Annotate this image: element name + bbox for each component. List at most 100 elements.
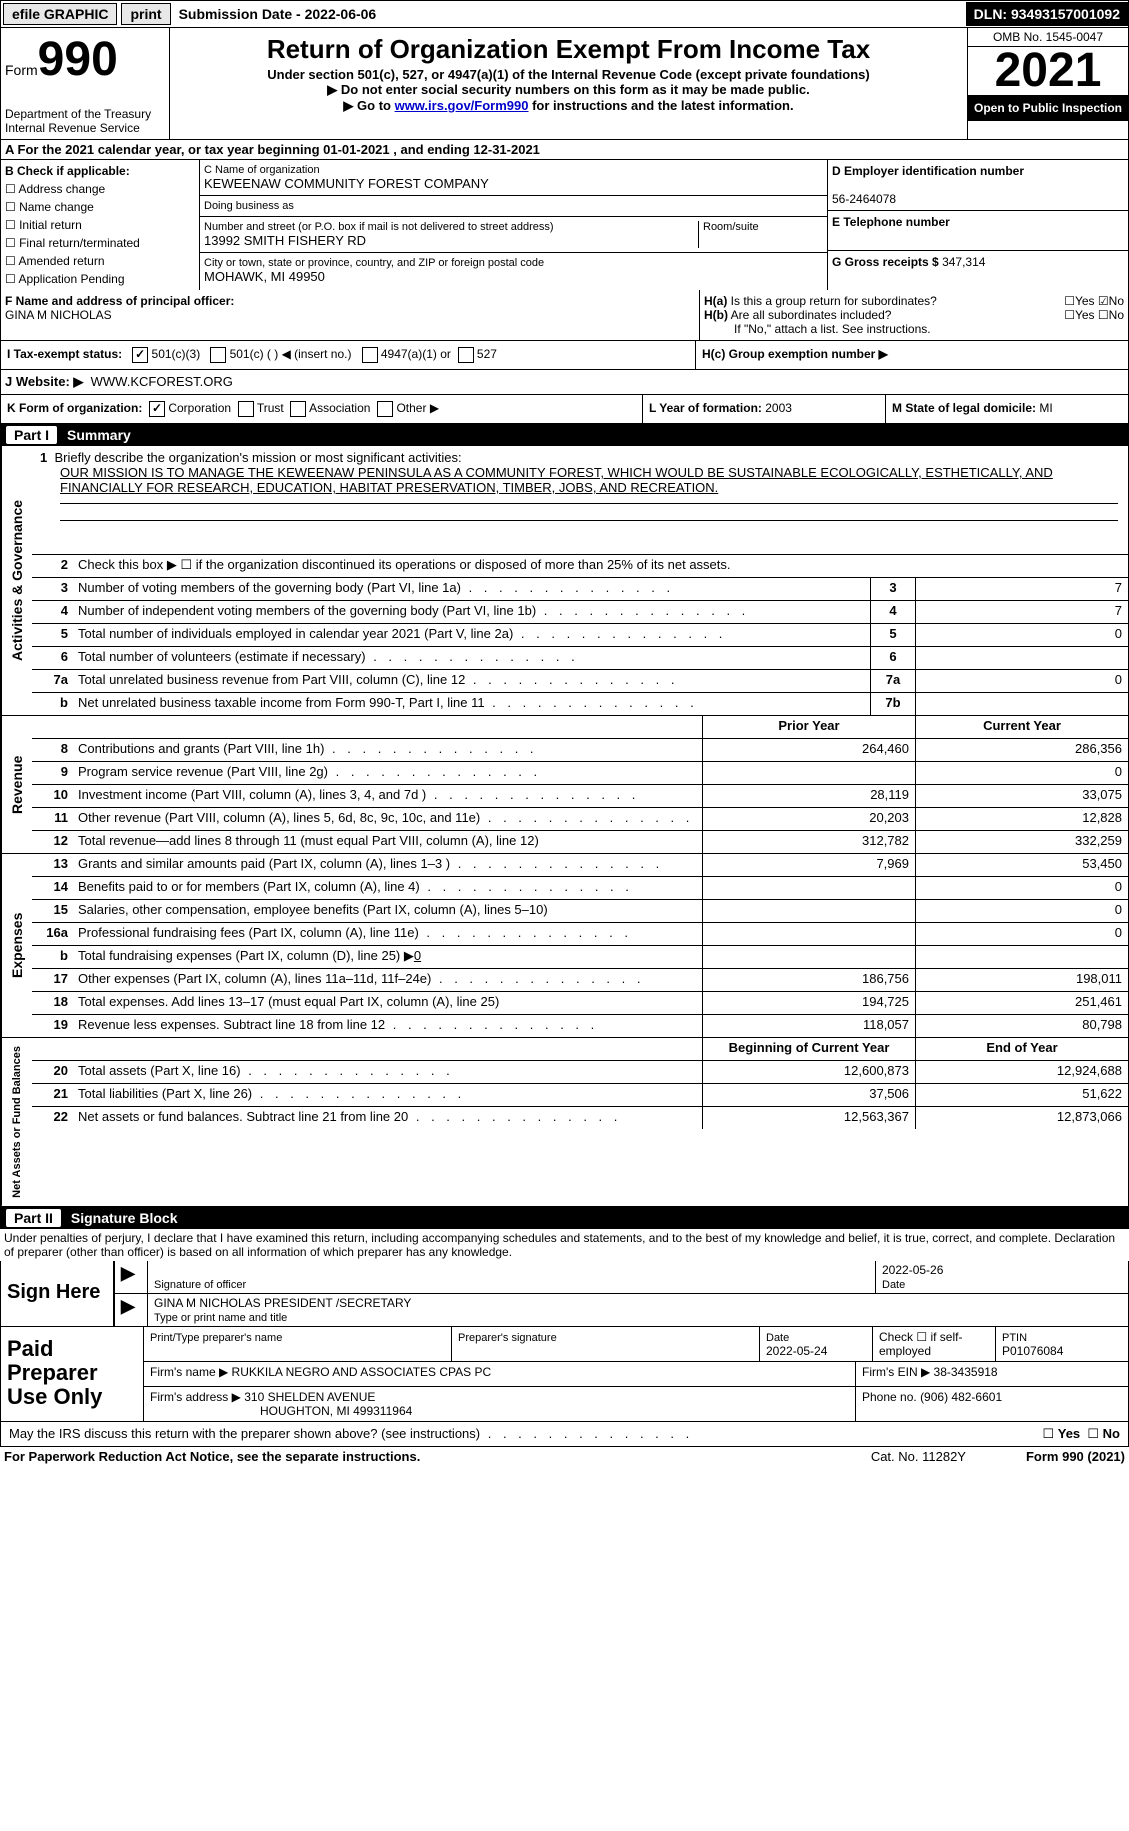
table-row: 14Benefits paid to or for members (Part … xyxy=(32,877,1128,900)
expenses-body: 13Grants and similar amounts paid (Part … xyxy=(32,854,1128,1037)
firm-addr1: 310 SHELDEN AVENUE xyxy=(244,1390,375,1404)
table-row: 11Other revenue (Part VIII, column (A), … xyxy=(32,808,1128,831)
opt-4947: 4947(a)(1) or xyxy=(381,347,451,361)
firm-phone-value: (906) 482-6601 xyxy=(920,1390,1002,1404)
year-header-row: Prior Year Current Year xyxy=(32,716,1128,739)
netassets-section: Net Assets or Fund Balances Beginning of… xyxy=(0,1038,1129,1207)
line-desc: Contributions and grants (Part VIII, lin… xyxy=(74,739,702,761)
section-l: L Year of formation: 2003 xyxy=(642,395,885,423)
gray-cell xyxy=(702,946,915,968)
header-right: OMB No. 1545-0047 2021 Open to Public In… xyxy=(967,28,1128,139)
hb-yes: Yes xyxy=(1075,308,1095,322)
check-amended: Amended return xyxy=(18,254,104,268)
catalog-number: Cat. No. 11282Y xyxy=(871,1449,966,1464)
sign-block: Sign Here ▶ Signature of officer 2022-05… xyxy=(0,1261,1129,1327)
line-desc: Total revenue—add lines 8 through 11 (mu… xyxy=(74,831,702,853)
line-num: 14 xyxy=(32,877,74,899)
check-address-change: Address change xyxy=(18,182,105,196)
line4-value: 7 xyxy=(915,601,1128,623)
end-value: 12,873,066 xyxy=(915,1107,1128,1129)
preparer-block: Paid Preparer Use Only Print/Type prepar… xyxy=(0,1327,1129,1422)
line3-value: 7 xyxy=(915,578,1128,600)
header-left: Form990 Department of the Treasury Inter… xyxy=(1,28,170,139)
firm-name-cell: Firm's name ▶ RUKKILA NEGRO AND ASSOCIAT… xyxy=(144,1362,856,1386)
mission-text: OUR MISSION IS TO MANAGE THE KEWEENAW PE… xyxy=(40,465,1120,495)
prep-row-2: Firm's name ▶ RUKKILA NEGRO AND ASSOCIAT… xyxy=(144,1362,1128,1387)
line-desc: Investment income (Part VIII, column (A)… xyxy=(74,785,702,807)
line-num: 17 xyxy=(32,969,74,991)
current-value: 12,828 xyxy=(915,808,1128,830)
prior-value: 28,119 xyxy=(702,785,915,807)
check-initial-return: Initial return xyxy=(19,218,82,232)
print-button[interactable]: print xyxy=(121,3,170,25)
begin-year-header: Beginning of Current Year xyxy=(702,1038,915,1060)
netassets-body: Beginning of Current Year End of Year 20… xyxy=(32,1038,1128,1206)
officer-label: F Name and address of principal officer: xyxy=(5,294,234,308)
line5-desc: Total number of individuals employed in … xyxy=(74,624,870,646)
street-label: Number and street (or P.O. box if mail i… xyxy=(204,221,554,233)
line-num: 11 xyxy=(32,808,74,830)
goto-prefix: ▶ Go to xyxy=(343,98,394,113)
opt-501c3: 501(c)(3) xyxy=(152,347,201,361)
line7a-desc: Total unrelated business revenue from Pa… xyxy=(74,670,870,692)
part2-header: Part II Signature Block xyxy=(0,1207,1129,1229)
department-label: Department of the Treasury xyxy=(5,107,165,121)
revenue-body: Prior Year Current Year 8Contributions a… xyxy=(32,716,1128,853)
officer-name-label: Type or print name and title xyxy=(154,1312,287,1324)
discuss-yesno: ☐ Yes ☐ No xyxy=(952,1422,1128,1446)
table-row: 17Other expenses (Part IX, column (A), l… xyxy=(32,969,1128,992)
prep-row-3: Firm's address ▶ 310 SHELDEN AVENUE HOUG… xyxy=(144,1387,1128,1421)
prior-value: 118,057 xyxy=(702,1015,915,1037)
sign-here-label: Sign Here xyxy=(1,1261,115,1326)
part2-title: Signature Block xyxy=(71,1210,178,1226)
prior-value: 20,203 xyxy=(702,808,915,830)
section-h: H(a) Is this a group return for subordin… xyxy=(699,290,1128,340)
current-value: 0 xyxy=(915,877,1128,899)
prior-value xyxy=(702,900,915,922)
line-num: 20 xyxy=(32,1061,74,1083)
l16b-text: Total fundraising expenses (Part IX, col… xyxy=(78,948,414,963)
room-label: Room/suite xyxy=(703,221,759,233)
check-501c3 xyxy=(132,347,148,363)
sign-row-2: ▶ GINA M NICHOLAS PRESIDENT /SECRETARYTy… xyxy=(115,1294,1128,1326)
line-num: 16a xyxy=(32,923,74,945)
firm-addr-cell: Firm's address ▶ 310 SHELDEN AVENUE HOUG… xyxy=(144,1387,856,1421)
part1-title: Summary xyxy=(67,427,131,443)
irs-link[interactable]: www.irs.gov/Form990 xyxy=(395,98,529,113)
revenue-side-label: Revenue xyxy=(1,716,32,853)
section-i: I Tax-exempt status: 501(c)(3) 501(c) ( … xyxy=(1,341,695,369)
line-num: 19 xyxy=(32,1015,74,1037)
prep-self-employed: Check ☐ if self-employed xyxy=(873,1327,996,1361)
line7b-value xyxy=(915,693,1128,715)
line-num: 21 xyxy=(32,1084,74,1106)
row-a-calendar-year: A For the 2021 calendar year, or tax yea… xyxy=(0,140,1129,160)
form-number: Form990 xyxy=(5,32,165,87)
current-year-header: Current Year xyxy=(915,716,1128,738)
form-footer: Form 990 (2021) xyxy=(1026,1449,1125,1464)
form-prefix: Form xyxy=(5,62,38,78)
check-assoc xyxy=(290,401,306,417)
ptin-cell: PTINP01076084 xyxy=(996,1327,1128,1361)
prep-date-value: 2022-05-24 xyxy=(766,1344,827,1358)
section-j: J Website: ▶ WWW.KCFOREST.ORG xyxy=(0,370,1129,395)
table-row: 8Contributions and grants (Part VIII, li… xyxy=(32,739,1128,762)
line6-value xyxy=(915,647,1128,669)
line-num: 22 xyxy=(32,1107,74,1129)
section-c: C Name of organization KEWEENAW COMMUNIT… xyxy=(200,160,827,290)
org-name-value: KEWEENAW COMMUNITY FOREST COMPANY xyxy=(204,176,489,191)
line6-desc: Total number of volunteers (estimate if … xyxy=(74,647,870,669)
table-row: 19Revenue less expenses. Subtract line 1… xyxy=(32,1015,1128,1037)
expenses-side-label: Expenses xyxy=(1,854,32,1037)
prep-sig-label: Preparer's signature xyxy=(458,1332,557,1344)
prep-name-cell: Print/Type preparer's name xyxy=(144,1327,452,1361)
prep-date-cell: Date2022-05-24 xyxy=(760,1327,873,1361)
prep-date-label: Date xyxy=(766,1332,789,1344)
sign-right: ▶ Signature of officer 2022-05-26Date ▶ … xyxy=(115,1261,1128,1326)
line-desc: Grants and similar amounts paid (Part IX… xyxy=(74,854,702,876)
opt-other: Other ▶ xyxy=(396,401,439,415)
begin-value: 37,506 xyxy=(702,1084,915,1106)
sign-date-cell: 2022-05-26Date xyxy=(876,1261,1128,1293)
l16b-value: 0 xyxy=(414,948,421,963)
firm-addr-label: Firm's address ▶ xyxy=(150,1390,241,1404)
line-desc: Other revenue (Part VIII, column (A), li… xyxy=(74,808,702,830)
